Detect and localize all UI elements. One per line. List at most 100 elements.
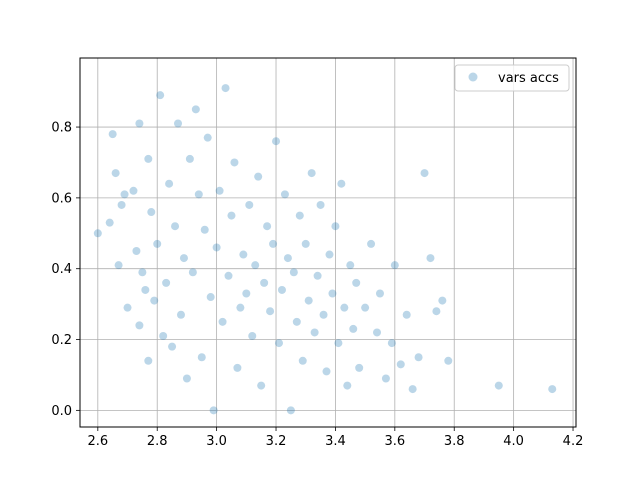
data-point: [367, 240, 375, 248]
data-point: [233, 364, 241, 372]
data-point: [426, 254, 434, 262]
data-point: [355, 364, 363, 372]
data-point: [115, 261, 123, 269]
y-tick-label: 0.8: [51, 121, 72, 136]
data-point: [299, 357, 307, 365]
data-point: [432, 307, 440, 315]
data-point: [328, 289, 336, 297]
data-point: [94, 229, 102, 237]
data-point: [198, 353, 206, 361]
data-point: [144, 155, 152, 163]
data-point: [548, 385, 556, 393]
data-point: [186, 155, 194, 163]
data-point: [409, 385, 417, 393]
data-point: [210, 406, 218, 414]
data-point: [180, 254, 188, 262]
data-point: [141, 286, 149, 294]
x-tick-label: 3.8: [444, 434, 465, 449]
y-tick-label: 0.4: [51, 262, 72, 277]
data-point: [153, 240, 161, 248]
data-point: [361, 304, 369, 312]
data-point: [317, 201, 325, 209]
data-point: [135, 120, 143, 128]
x-tick-label: 4.2: [563, 434, 584, 449]
data-point: [189, 268, 197, 276]
data-point: [311, 328, 319, 336]
legend-label: vars accs: [498, 71, 559, 86]
data-point: [272, 137, 280, 145]
data-point: [156, 91, 164, 99]
data-point: [352, 279, 360, 287]
data-point: [174, 120, 182, 128]
data-point: [275, 339, 283, 347]
data-point: [373, 328, 381, 336]
x-tick-label: 3.4: [325, 434, 346, 449]
data-point: [397, 360, 405, 368]
data-point: [183, 374, 191, 382]
data-point: [124, 304, 132, 312]
data-point: [260, 279, 268, 287]
data-point: [201, 226, 209, 234]
data-point: [222, 84, 230, 92]
data-point: [251, 261, 259, 269]
data-point: [290, 268, 298, 276]
x-tick-label: 4.0: [503, 434, 524, 449]
data-point: [165, 180, 173, 188]
data-point: [230, 158, 238, 166]
data-point: [305, 297, 313, 305]
legend-marker: [469, 73, 478, 82]
data-point: [257, 382, 265, 390]
data-point: [391, 261, 399, 269]
x-tick-label: 3.6: [384, 434, 405, 449]
data-point: [444, 357, 452, 365]
data-point: [331, 222, 339, 230]
data-point: [281, 190, 289, 198]
x-tick-label: 3.0: [206, 434, 227, 449]
data-point: [308, 169, 316, 177]
data-point: [236, 304, 244, 312]
data-point: [195, 190, 203, 198]
data-point: [204, 134, 212, 142]
data-point: [293, 318, 301, 326]
data-point: [135, 321, 143, 329]
x-tick-label: 2.8: [147, 434, 168, 449]
legend: vars accs: [455, 65, 569, 91]
data-point: [302, 240, 310, 248]
data-point: [340, 304, 348, 312]
data-point: [263, 222, 271, 230]
data-point: [168, 343, 176, 351]
data-point: [138, 268, 146, 276]
data-point: [112, 169, 120, 177]
data-point: [376, 289, 384, 297]
data-point: [109, 130, 117, 138]
x-tick-label: 3.2: [266, 434, 287, 449]
data-point: [242, 289, 250, 297]
data-point: [320, 311, 328, 319]
data-point: [269, 240, 277, 248]
data-point: [284, 254, 292, 262]
data-point: [129, 187, 137, 195]
data-point: [219, 318, 227, 326]
data-point: [388, 339, 396, 347]
data-point: [159, 332, 167, 340]
data-point: [118, 201, 126, 209]
data-point: [495, 382, 503, 390]
data-point: [296, 212, 304, 220]
data-point: [216, 187, 224, 195]
data-point: [415, 353, 423, 361]
data-point: [421, 169, 429, 177]
data-point: [192, 105, 200, 113]
data-point: [346, 261, 354, 269]
data-point: [132, 247, 140, 255]
data-point: [349, 325, 357, 333]
data-point: [266, 307, 274, 315]
x-tick-label: 2.6: [87, 434, 108, 449]
data-point: [254, 173, 262, 181]
data-point: [278, 286, 286, 294]
data-point: [323, 367, 331, 375]
data-point: [106, 219, 114, 227]
data-point: [239, 251, 247, 259]
data-point: [162, 279, 170, 287]
data-point: [343, 382, 351, 390]
